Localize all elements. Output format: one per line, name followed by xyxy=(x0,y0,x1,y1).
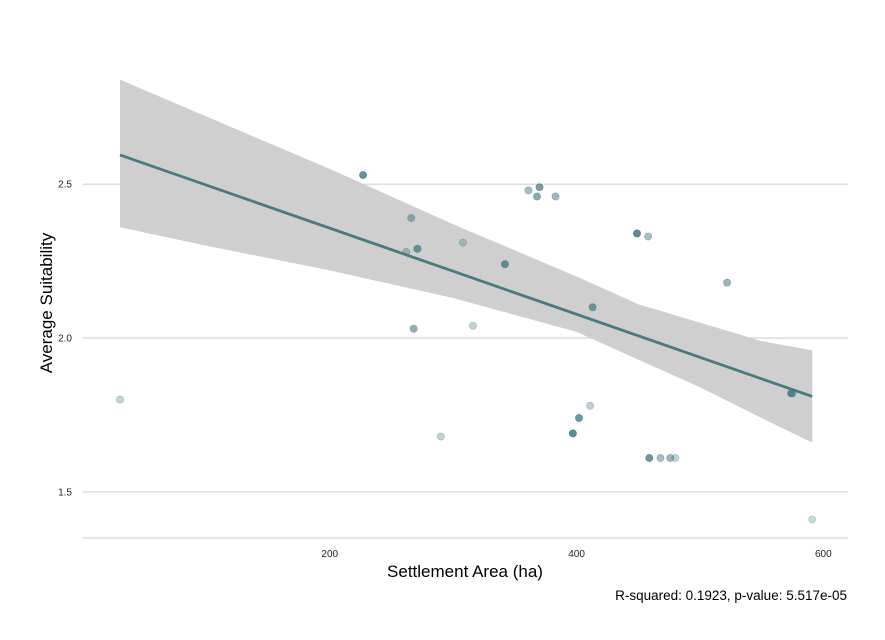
x-tick-label-400: 400 xyxy=(568,549,585,560)
data-point-25 xyxy=(723,278,731,287)
confidence-ribbon-group xyxy=(120,79,813,443)
x-tick-label-600: 600 xyxy=(815,549,832,560)
confidence-ribbon xyxy=(120,79,813,443)
data-point-23 xyxy=(666,454,675,462)
x-tick-label-200: 200 xyxy=(321,549,338,560)
data-point-10 xyxy=(501,260,509,269)
data-point-6 xyxy=(413,244,422,253)
data-point-12 xyxy=(533,192,541,201)
model-fit-caption: R-squared: 0.1923, p-value: 5.517e-05 xyxy=(615,588,847,603)
regression-line-group xyxy=(119,153,813,398)
x-axis-title: Settlement Area (ha) xyxy=(387,562,543,581)
data-point-15 xyxy=(568,429,577,438)
data-point-2 xyxy=(359,171,367,179)
data-point-22 xyxy=(656,454,665,462)
data-points xyxy=(116,171,817,524)
y-tick-label-2.5: 2.5 xyxy=(58,180,72,191)
data-point-24 xyxy=(671,454,680,462)
data-point-21 xyxy=(645,454,654,462)
data-point-5 xyxy=(409,324,418,333)
data-point-20 xyxy=(644,232,653,241)
axes: 200 400 600 1.5 2.0 2.5 xyxy=(58,180,848,560)
data-point-8 xyxy=(459,238,467,247)
data-point-7 xyxy=(436,432,445,441)
data-point-1 xyxy=(116,395,124,404)
regression-line xyxy=(119,153,813,398)
data-point-19 xyxy=(633,229,641,238)
data-point-28 xyxy=(808,515,817,524)
y-tick-label-1.5: 1.5 xyxy=(58,487,72,498)
data-point-16 xyxy=(575,414,583,422)
data-point-17 xyxy=(586,401,595,410)
data-point-13 xyxy=(535,183,544,192)
y-tick-label-2.0: 2.0 xyxy=(58,334,72,345)
data-point-9 xyxy=(469,321,477,330)
data-point-11 xyxy=(524,186,533,195)
y-axis-title: Average Suitability xyxy=(37,232,56,373)
data-point-18 xyxy=(588,303,597,312)
data-point-14 xyxy=(551,192,560,201)
data-point-4 xyxy=(407,214,416,222)
